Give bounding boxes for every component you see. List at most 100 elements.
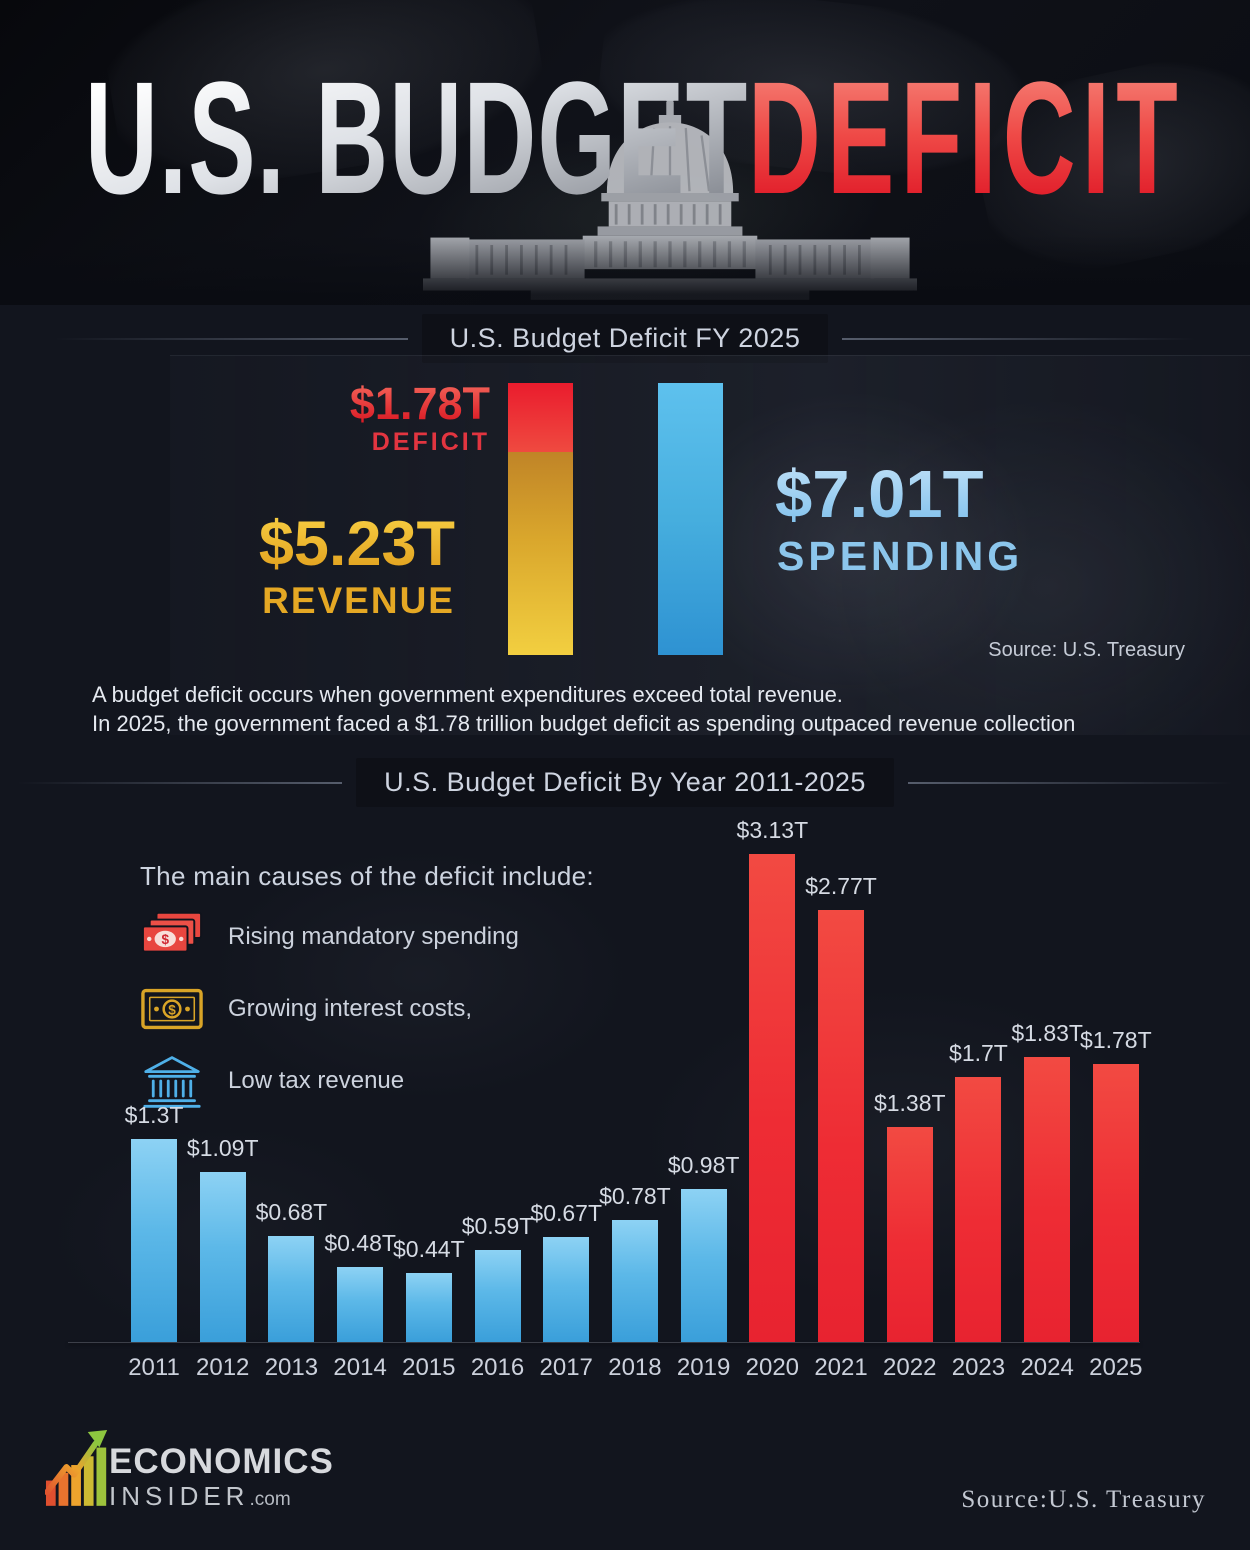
- bar-column-2017: $0.67T 2017: [530, 815, 602, 1382]
- year-label: 2025: [1089, 1354, 1143, 1381]
- revenue-bar-segment: [508, 452, 573, 655]
- year-label: 2018: [608, 1354, 662, 1381]
- year-label: 2023: [951, 1354, 1006, 1381]
- deficit-bar-2022: [886, 1127, 933, 1342]
- bar-value-label: $0.44T: [393, 1236, 465, 1262]
- bar-value-label: $0.68T: [255, 1199, 328, 1225]
- bar-column-2019: $0.98T 2019: [668, 815, 740, 1382]
- fy2025-source: Source: U.S. Treasury: [988, 639, 1185, 661]
- bar-value-label: $3.13T: [736, 817, 809, 843]
- growth-chart-icon: [45, 1430, 108, 1506]
- bar-column-2016: $0.59T 2016: [462, 815, 534, 1382]
- money-stack-icon: $: [140, 910, 204, 964]
- cause-label: Rising mandatory spending: [228, 923, 519, 950]
- revenue-value: $5.23T: [200, 513, 455, 576]
- svg-text:$: $: [161, 932, 169, 947]
- bar-value-label: $1.7T: [949, 1040, 1008, 1066]
- bar-column-2012: $1.09T 2012: [187, 815, 259, 1382]
- bar-value-label: $0.48T: [324, 1230, 396, 1256]
- deficit-label: DEFICIT: [371, 428, 490, 456]
- deficit-bar-2013: [268, 1236, 315, 1342]
- year-label: 2022: [883, 1354, 937, 1381]
- section-title: U.S. Budget Deficit By Year 2011-2025: [356, 758, 894, 807]
- deficit-bar-2011: [131, 1139, 177, 1342]
- brand-name-economics: ECONOMICS: [109, 1442, 334, 1481]
- deficit-bar-2025: [1092, 1064, 1139, 1342]
- year-label: 2012: [196, 1354, 250, 1381]
- year-label: 2017: [539, 1354, 593, 1381]
- deficit-bar-2024: [1024, 1057, 1071, 1342]
- bar-column-2018: $0.78T 2018: [599, 815, 671, 1382]
- bar-column-2015: $0.44T 2015: [393, 815, 465, 1382]
- bank-icon: [140, 1053, 204, 1109]
- deficit-bar-segment: [508, 383, 573, 452]
- cause-row-tax-revenue: Low tax revenue: [140, 1054, 594, 1108]
- cause-row-mandatory-spending: $ Rising mandatory spending: [140, 910, 594, 964]
- deficit-description: A budget deficit occurs when government …: [92, 680, 1075, 738]
- deficit-bar-2017: [543, 1237, 590, 1342]
- deficit-bar-2015: [405, 1273, 452, 1342]
- spending-label: SPENDING: [777, 533, 1024, 579]
- by-year-chart: The main causes of the deficit include: …: [0, 815, 1250, 1400]
- deficit-bar-2021: [818, 910, 865, 1342]
- deficit-value: $1.78T: [285, 381, 490, 426]
- brand-suffix-com: .com: [249, 1489, 291, 1510]
- brand-name-insider: INSIDER: [109, 1481, 250, 1511]
- bar-column-2021: $2.77T 2021: [805, 815, 877, 1382]
- bar-column-2013: $0.68T 2013: [256, 815, 328, 1382]
- section-header-fy2025: U.S. Budget Deficit FY 2025: [0, 314, 1250, 363]
- cause-label: Growing interest costs,: [228, 995, 473, 1022]
- bar-value-label: $1.3T: [124, 1102, 184, 1128]
- bar-value-label: $0.67T: [530, 1200, 603, 1226]
- year-label: 2011: [128, 1354, 180, 1381]
- bar-value-label: $0.98T: [667, 1152, 740, 1178]
- year-label: 2013: [264, 1354, 319, 1381]
- page-title-us-budget: U.S. BUDGET: [85, 48, 749, 227]
- page-title-deficit: DEFICIT: [748, 48, 1185, 227]
- revenue-label: REVENUE: [262, 580, 455, 621]
- section-title: U.S. Budget Deficit FY 2025: [421, 314, 829, 363]
- bar-value-label: $2.77T: [805, 873, 877, 899]
- year-label: 2020: [745, 1354, 800, 1381]
- year-label: 2021: [814, 1354, 868, 1381]
- deficit-bar-2016: [474, 1250, 521, 1342]
- bar-value-label: $0.78T: [599, 1183, 671, 1209]
- banknote-icon: $: [140, 987, 204, 1031]
- year-label: 2024: [1020, 1354, 1074, 1381]
- causes-list: The main causes of the deficit include: …: [140, 861, 594, 1108]
- bar-value-label: $1.83T: [1011, 1020, 1083, 1046]
- causes-title: The main causes of the deficit include:: [140, 861, 594, 891]
- bar-column-2011: $1.3T 2011: [124, 815, 184, 1382]
- fy2025-stacked-bar: [508, 383, 573, 655]
- section-header-by-year: U.S. Budget Deficit By Year 2011-2025: [0, 758, 1250, 807]
- spending-bar: [658, 383, 723, 655]
- bar-column-2025: $1.78T 2025: [1080, 815, 1152, 1382]
- deficit-bar-2012: [199, 1172, 246, 1342]
- svg-text:$: $: [168, 1002, 176, 1017]
- footer-source: Source:U.S. Treasury: [961, 1486, 1206, 1513]
- spending-value: $7.01T: [775, 457, 984, 532]
- deficit-bar-2019: [680, 1189, 727, 1342]
- bar-column-2024: $1.83T 2024: [1011, 815, 1083, 1382]
- chart-baseline: [68, 1342, 1140, 1343]
- deficit-bar-2014: [337, 1267, 384, 1342]
- year-label: 2015: [402, 1354, 456, 1381]
- divider-line: [907, 781, 1250, 784]
- deficit-bar-2018: [611, 1220, 658, 1342]
- divider-line: [842, 337, 1215, 340]
- bar-value-label: $0.59T: [461, 1213, 534, 1239]
- description-line-2: In 2025, the government faced a $1.78 tr…: [92, 711, 1076, 736]
- bar-column-2023: $1.7T 2023: [949, 815, 1008, 1382]
- deficit-bar-2020: [749, 854, 796, 1342]
- bar-column-2014: $0.48T 2014: [324, 815, 396, 1382]
- header-banner: U.S. BUDGET DEFICIT: [0, 0, 1250, 305]
- divider-line: [0, 781, 343, 784]
- description-line-1: A budget deficit occurs when government …: [92, 682, 843, 707]
- bar-value-label: $1.09T: [186, 1135, 259, 1161]
- divider-line: [35, 337, 408, 340]
- year-label: 2019: [676, 1354, 731, 1381]
- year-label: 2016: [470, 1354, 525, 1381]
- bar-column-2022: $1.38T 2022: [874, 815, 946, 1382]
- brand-text: ECONOMICS INSIDER.com: [109, 1444, 334, 1511]
- chart-bars: $1.3T 2011 $1.09T 2012 $0.68T 2013 $0.48T 2014 $…: [124, 815, 1152, 1382]
